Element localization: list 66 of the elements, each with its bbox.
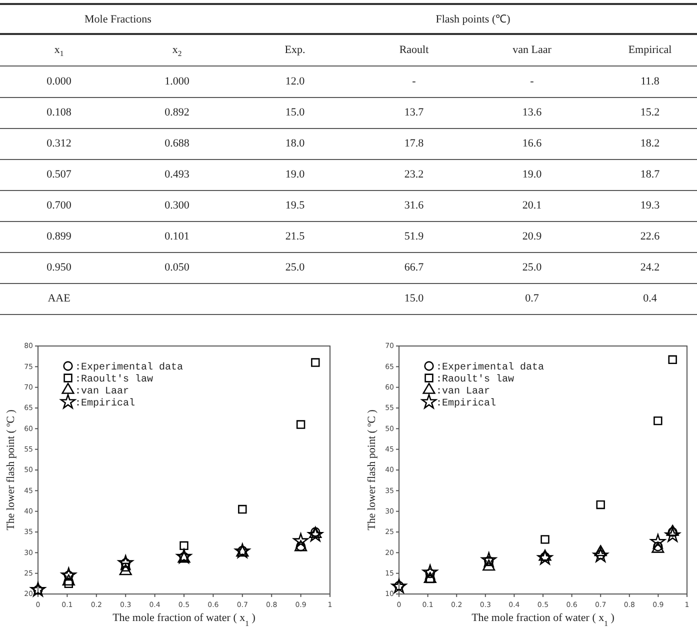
legend-label: :Raoult's law xyxy=(75,374,154,386)
y-axis-title: The lower flash point ( ºC ) xyxy=(5,409,17,530)
category-label: Raoult xyxy=(399,44,429,56)
text: 21.5 xyxy=(285,230,305,243)
text: AAE xyxy=(48,292,70,305)
text: 18.7 xyxy=(640,168,660,181)
text: 19.0 xyxy=(522,168,542,181)
text: 19.0 xyxy=(285,168,305,181)
text: 13.6 xyxy=(522,106,542,119)
text: 0.7 xyxy=(525,292,539,305)
text: 0.300 xyxy=(164,200,190,212)
legend-label: :van Laar xyxy=(75,386,130,398)
text: 25.0 xyxy=(285,262,305,274)
text: 0.108 xyxy=(46,106,72,119)
text: 0.101 xyxy=(164,230,190,243)
text: 19.5 xyxy=(285,200,305,212)
text: 0.312 xyxy=(46,138,72,150)
category-label: x$_{2}$ xyxy=(172,44,182,58)
text: 15.0 xyxy=(404,292,424,305)
y-axis-title: The lower flash point ( ºC ) xyxy=(366,409,378,530)
text: Flash points (℃) xyxy=(436,14,511,26)
x-axis-title: The mole fraction of water ( x$_{1}$ ) xyxy=(472,612,615,628)
legend-label: :van Laar xyxy=(436,386,490,398)
text: 13.7 xyxy=(404,106,424,119)
text: 0.507 xyxy=(46,168,72,181)
text: 18.0 xyxy=(285,138,305,150)
x-axis-title: The mole fraction of water ( x$_{1}$ ) xyxy=(112,612,256,628)
text: 0.892 xyxy=(164,106,190,119)
text: 15.2 xyxy=(640,106,660,119)
category-label: x$_{1}$ xyxy=(54,44,64,58)
text: 0.493 xyxy=(164,168,190,181)
text: 0.050 xyxy=(164,262,190,274)
category-label: Empirical xyxy=(628,44,672,56)
text: 22.6 xyxy=(640,230,660,243)
text: 1.000 xyxy=(164,76,190,88)
text: 0.899 xyxy=(46,230,72,243)
text: 17.8 xyxy=(404,138,424,150)
text: 18.2 xyxy=(640,138,660,150)
text: 0.4 xyxy=(643,292,657,305)
text: 0.688 xyxy=(164,138,190,150)
text: 15.0 xyxy=(285,106,305,119)
text: - xyxy=(412,76,416,88)
text: Mole Fractions xyxy=(84,14,152,26)
text: 31.6 xyxy=(404,200,424,212)
text: 23.2 xyxy=(404,168,424,181)
text: 11.8 xyxy=(640,76,660,88)
text: 51.9 xyxy=(404,230,424,243)
legend-label: :Empirical xyxy=(75,398,136,410)
legend-label: :Experimental data xyxy=(436,362,544,374)
text: 25.0 xyxy=(522,262,542,274)
text: 0.950 xyxy=(46,262,72,274)
category-label: Exp. xyxy=(284,44,306,56)
legend-label: :Raoult's law xyxy=(436,374,514,386)
text: 20.9 xyxy=(522,230,542,243)
text: 24.2 xyxy=(640,262,660,274)
text: 0.000 xyxy=(46,76,72,88)
legend-label: :Experimental data xyxy=(75,362,184,374)
text: 16.6 xyxy=(522,138,542,150)
text: 19.3 xyxy=(640,200,660,212)
text: - xyxy=(530,76,534,88)
text: 0.700 xyxy=(46,200,72,212)
text: 12.0 xyxy=(285,76,305,88)
text: 66.7 xyxy=(404,262,424,274)
text: 20.1 xyxy=(522,200,542,212)
category-label: van Laar xyxy=(512,44,552,56)
legend-label: :Empirical xyxy=(436,398,496,410)
